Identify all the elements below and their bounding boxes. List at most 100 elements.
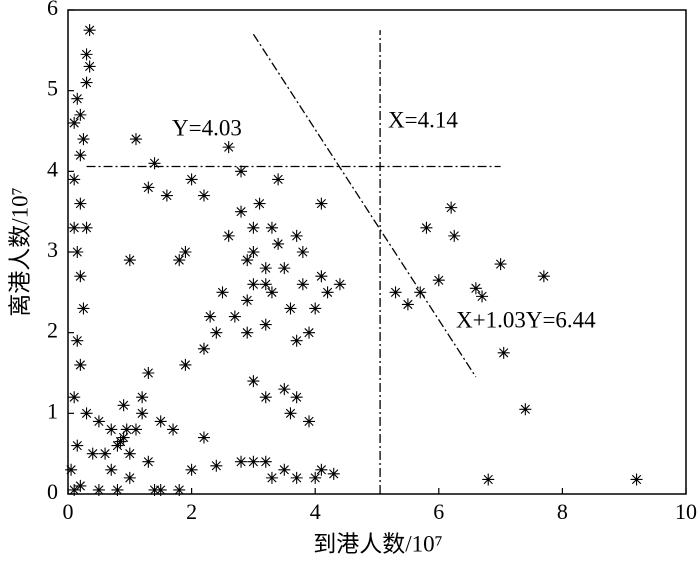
scatter-point: [80, 48, 93, 61]
scatter-point: [247, 221, 260, 234]
annotation: X+1.03Y=6.44: [456, 307, 596, 332]
y-axis-label: 离港人数/10⁷: [7, 187, 32, 316]
scatter-point: [74, 358, 87, 371]
scatter-point: [117, 431, 130, 444]
scatter-point: [68, 116, 81, 129]
scatter-point: [259, 262, 272, 275]
scatter-point: [148, 483, 161, 496]
x-tick-label: 4: [310, 499, 321, 524]
scatter-point: [296, 278, 309, 291]
scatter-point: [315, 463, 328, 476]
scatter-point: [142, 455, 155, 468]
scatter-point: [92, 483, 105, 496]
scatter-point: [414, 286, 427, 299]
scatter-point: [315, 270, 328, 283]
scatter-point: [71, 92, 84, 105]
scatter-point: [228, 310, 241, 323]
x-tick-label: 0: [63, 499, 74, 524]
scatter-point: [111, 439, 124, 452]
scatter-point: [123, 254, 136, 267]
scatter-point: [71, 439, 84, 452]
scatter-point: [389, 286, 402, 299]
scatter-point: [290, 229, 303, 242]
scatter-point: [253, 197, 266, 210]
y-tick-label: 1: [47, 398, 58, 423]
reference-line: [252, 33, 477, 378]
scatter-point: [401, 298, 414, 311]
scatter-point: [71, 334, 84, 347]
scatter-point: [445, 201, 458, 214]
scatter-point: [99, 447, 112, 460]
scatter-point: [74, 270, 87, 283]
scatter-point: [290, 471, 303, 484]
scatter-point: [105, 463, 118, 476]
scatter-point: [74, 197, 87, 210]
scatter-point: [204, 310, 217, 323]
scatter-point: [65, 463, 78, 476]
scatter-point: [222, 229, 235, 242]
scatter-point: [259, 318, 272, 331]
x-tick-label: 6: [433, 499, 444, 524]
y-tick-label: 5: [47, 76, 58, 101]
x-tick-label: 10: [675, 499, 697, 524]
scatter-point: [432, 274, 445, 287]
scatter-point: [68, 221, 81, 234]
y-tick-label: 0: [47, 479, 58, 504]
scatter-point: [241, 294, 254, 307]
scatter-point: [80, 221, 93, 234]
scatter-point: [129, 423, 142, 436]
scatter-point: [83, 60, 96, 73]
scatter-point: [265, 221, 278, 234]
scatter-point: [83, 24, 96, 37]
scatter-point: [284, 407, 297, 420]
scatter-point: [68, 173, 81, 186]
scatter-point: [278, 463, 291, 476]
scatter-point: [185, 173, 198, 186]
scatter-point: [117, 399, 130, 412]
scatter-point: [296, 246, 309, 258]
scatter-point: [448, 229, 461, 242]
scatter-point: [179, 358, 192, 371]
scatter-point: [197, 189, 210, 202]
scatter-point: [68, 391, 81, 404]
scatter-point: [210, 459, 223, 472]
y-tick-label: 4: [47, 156, 58, 181]
y-tick-label: 2: [47, 318, 58, 343]
scatter-point: [80, 76, 93, 89]
scatter-point: [259, 278, 272, 291]
scatter-point: [290, 334, 303, 347]
scatter-point: [315, 197, 328, 210]
scatter-point: [247, 455, 260, 468]
scatter-point: [537, 270, 550, 283]
scatter-point: [235, 205, 248, 218]
scatter-point: [154, 483, 167, 496]
scatter-point: [120, 423, 133, 436]
scatter-point: [86, 447, 99, 460]
annotation: Y=4.03: [172, 115, 242, 140]
scatter-point: [148, 157, 161, 170]
scatter-point: [77, 302, 90, 315]
scatter-point: [309, 471, 322, 484]
scatter-point: [333, 278, 346, 291]
scatter-point: [136, 391, 149, 404]
scatter-point: [272, 173, 285, 186]
scatter-point: [173, 483, 186, 496]
scatter-point: [167, 423, 180, 436]
scatter-point: [129, 133, 142, 146]
scatter-point: [154, 415, 167, 428]
scatter-point: [173, 254, 186, 267]
scatter-point: [494, 258, 507, 271]
scatter-point: [247, 246, 260, 258]
scatter-point: [71, 246, 84, 258]
scatter-point: [123, 447, 136, 460]
scatter-point: [476, 290, 489, 303]
scatter-point: [309, 302, 322, 315]
scatter-point: [284, 302, 297, 315]
scatter-point: [136, 407, 149, 420]
scatter-point: [290, 391, 303, 404]
scatter-point: [123, 471, 136, 484]
x-tick-label: 2: [186, 499, 197, 524]
scatter-point: [185, 463, 198, 476]
scatter-point: [241, 254, 254, 267]
